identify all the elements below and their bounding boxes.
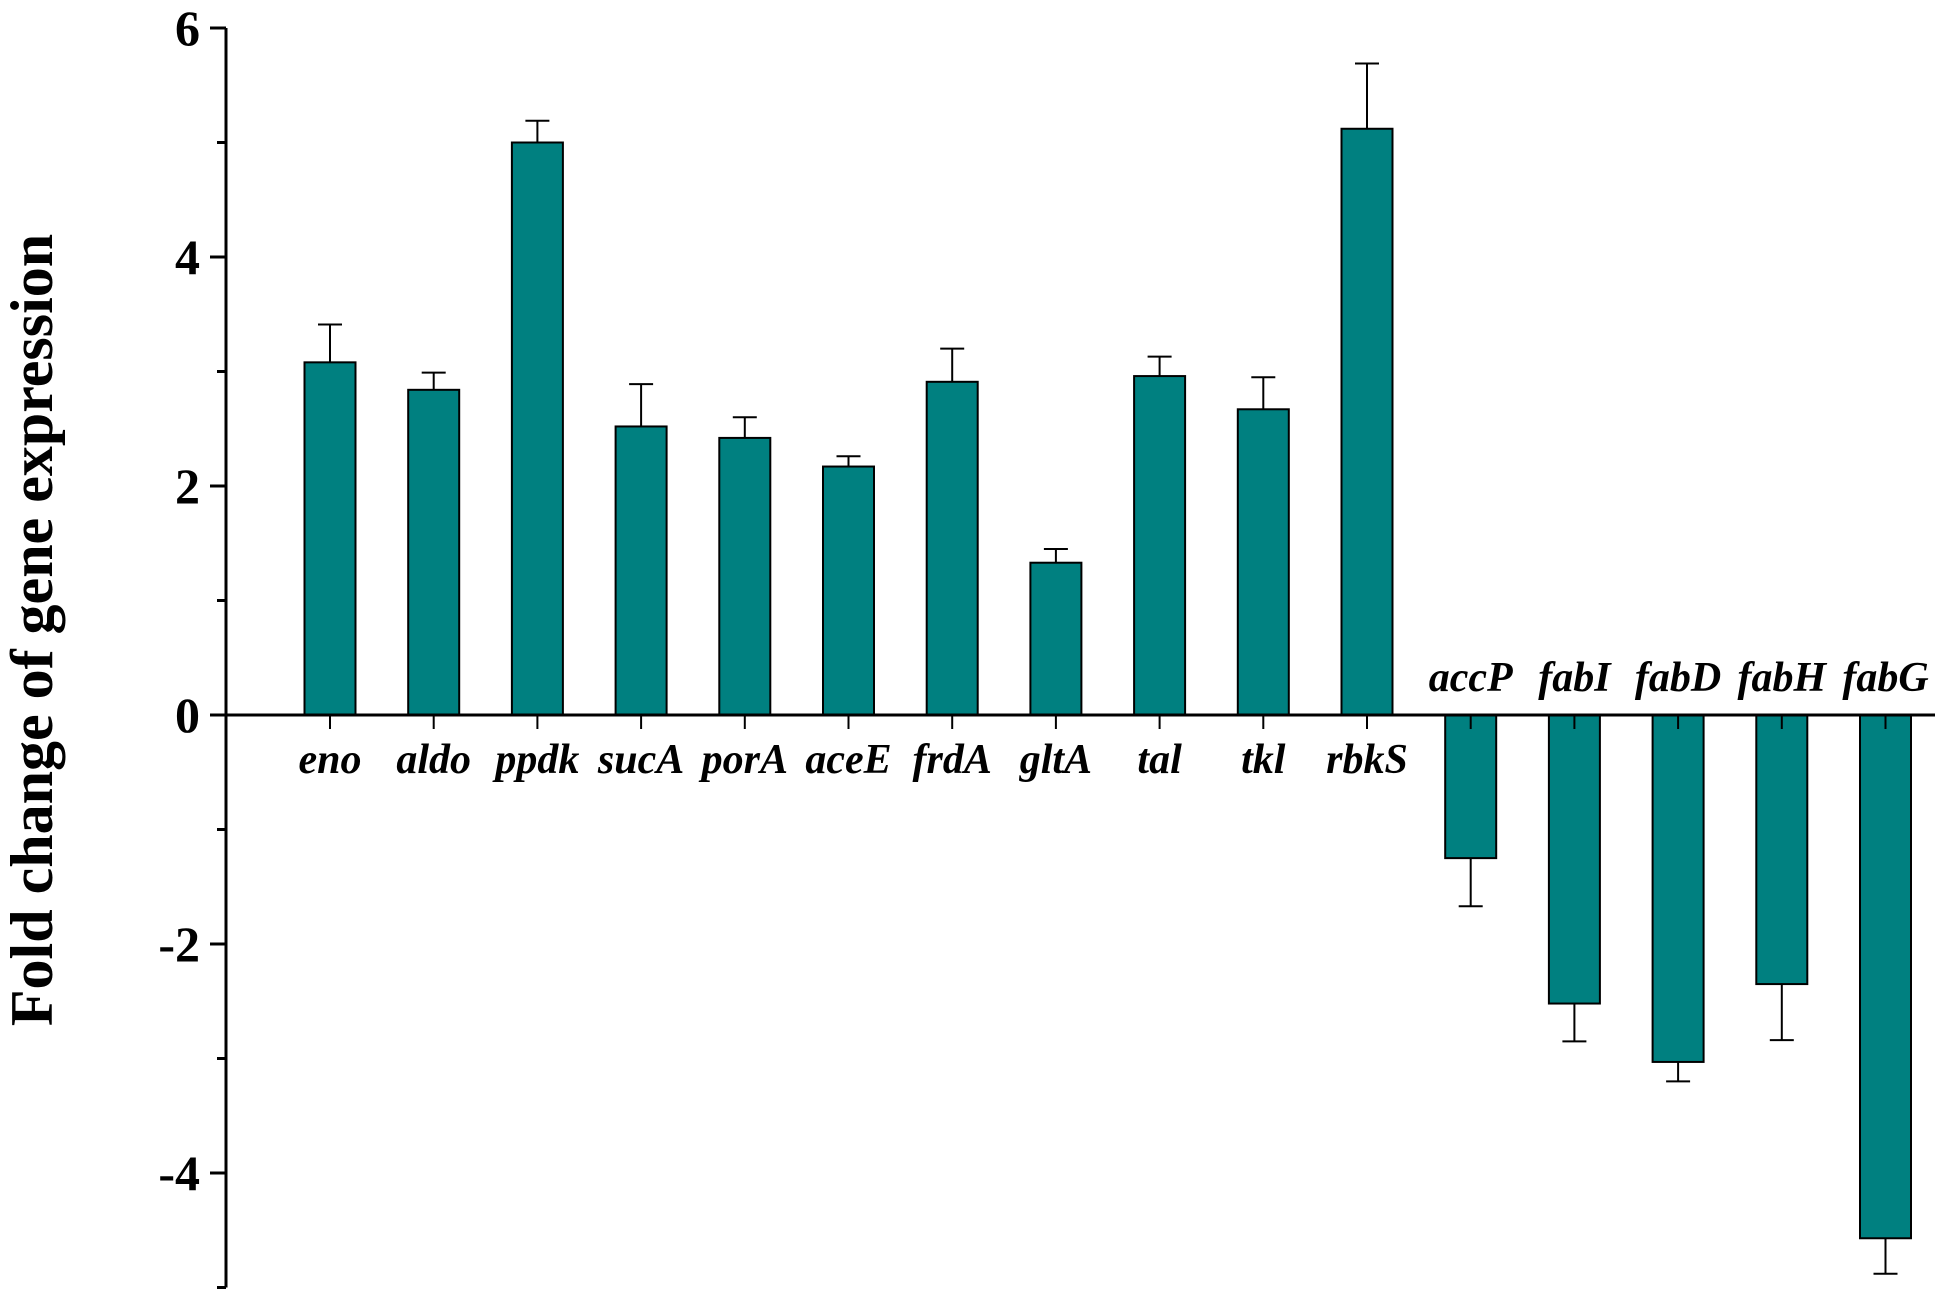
bar-porA — [718, 436, 772, 716]
y-tick-label: 4 — [175, 229, 200, 285]
category-label-ppdk: ppdk — [492, 737, 579, 783]
category-label-aldo: aldo — [396, 737, 471, 783]
category-label-gltA: gltA — [1019, 737, 1092, 783]
category-label-aceE: aceE — [805, 737, 891, 783]
bar-sucA — [614, 425, 668, 716]
bar-rbkS — [1340, 127, 1394, 716]
category-label-frdA: frdA — [913, 737, 992, 783]
bar-fabH — [1755, 714, 1809, 986]
bar-aldo — [407, 388, 461, 716]
bar-aceE — [822, 465, 875, 716]
axes-group — [210, 26, 1935, 1289]
category-label-tkl: tkl — [1241, 737, 1286, 783]
category-label-rbkS: rbkS — [1326, 737, 1408, 783]
category-label-fabH: fabH — [1737, 655, 1827, 701]
category-label-fabG: fabG — [1842, 655, 1928, 701]
category-label-eno: eno — [299, 737, 362, 783]
bar-eno — [303, 361, 357, 716]
bar-frdA — [925, 380, 979, 716]
y-tick-label: -2 — [158, 916, 200, 972]
y-tick-label: 6 — [175, 0, 200, 56]
y-tick-label: 2 — [175, 458, 200, 514]
category-label-fabD: fabD — [1635, 655, 1721, 701]
y-tick-label: 0 — [175, 687, 200, 743]
y-tick-label: -4 — [158, 1145, 200, 1201]
bar-fabI — [1547, 714, 1601, 1005]
y-axis-title: Fold change of gene expression — [0, 234, 65, 1026]
error-bars-group — [318, 62, 1898, 1275]
labels-group: eno aldo ppdk sucA porA aceE frdA gltA tal tkl rbk… — [158, 0, 1928, 1201]
bar-fabG — [1859, 714, 1912, 1240]
category-label-accP: accP — [1429, 655, 1513, 701]
bar-accP — [1444, 714, 1498, 860]
bar-fabD — [1651, 714, 1705, 1063]
category-label-porA: porA — [699, 737, 788, 783]
bar-tkl — [1236, 408, 1290, 716]
bar-ppdk — [510, 141, 564, 716]
category-label-fabI: fabI — [1538, 655, 1612, 701]
bar-tal — [1133, 375, 1187, 716]
bar-gltA — [1029, 561, 1083, 717]
category-label-sucA: sucA — [597, 737, 684, 783]
category-label-tal: tal — [1137, 737, 1182, 783]
